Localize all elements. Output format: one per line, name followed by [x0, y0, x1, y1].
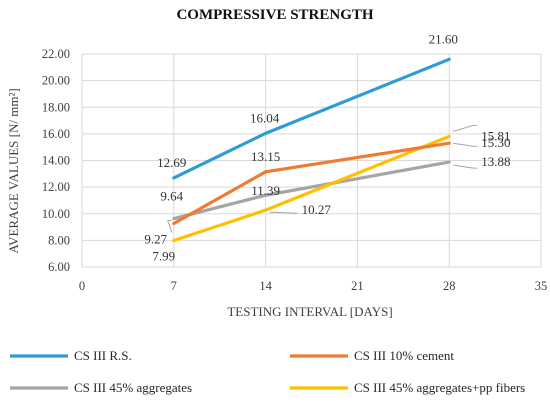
y-tick-label: 16.00	[42, 127, 70, 141]
y-tick-label: 6.00	[48, 260, 70, 274]
label-leader-line	[453, 124, 478, 132]
label-leader-line	[167, 220, 173, 233]
legend-label: CS III 45% aggregates	[74, 380, 192, 395]
data-label: 15.30	[481, 135, 510, 150]
series-line-1	[172, 141, 451, 226]
legend-label: CS III R.S.	[74, 348, 132, 363]
legend-label: CS III 45% aggregates+pp fibers	[354, 380, 525, 395]
legend-label: CS III 10% cement	[354, 348, 454, 363]
y-axis-title: AVERAGE VALUES [N/ mm²]	[6, 88, 21, 253]
x-axis-title: TESTING INTERVAL [DAYS]	[227, 304, 392, 319]
data-label: 13.15	[251, 149, 280, 164]
data-label: 16.04	[250, 110, 280, 125]
x-tick-label: 35	[535, 279, 548, 293]
y-tick-label: 14.00	[42, 154, 70, 168]
label-leader-line	[269, 211, 298, 214]
label-leader-line	[453, 142, 478, 147]
data-label: 9.64	[160, 189, 183, 204]
chart-title: COMPRESSIVE STRENGTH	[176, 7, 373, 23]
x-tick-label: 0	[79, 279, 85, 293]
y-tick-label: 22.00	[42, 47, 70, 61]
data-label: 15.81	[481, 128, 510, 143]
x-tick-label: 14	[259, 279, 272, 293]
data-label: 21.60	[429, 31, 458, 46]
label-leader-lines	[167, 124, 478, 233]
y-tick-label: 18.00	[42, 100, 70, 114]
data-label: 9.27	[144, 231, 167, 246]
data-labels: 12.69 16.04 21.60 9.27 13.15 15.30 9.64 11.39 13…	[144, 31, 510, 263]
series-line-0	[172, 57, 451, 180]
series-line-3	[172, 134, 451, 243]
data-label: 13.88	[481, 154, 510, 169]
data-label: 7.99	[152, 249, 175, 264]
y-tick-label: 12.00	[42, 180, 70, 194]
y-tick-label: 8.00	[48, 233, 70, 247]
series-line-2	[172, 160, 451, 221]
y-tick-label: 20.00	[42, 74, 70, 88]
data-label: 11.39	[251, 183, 280, 198]
x-tick-label: 21	[351, 279, 364, 293]
data-label: 10.27	[302, 202, 332, 217]
data-label: 12.69	[157, 155, 186, 170]
legend: CS III R.S. CS III 10% cement CS III 45% a…	[10, 348, 525, 395]
label-leader-line	[453, 164, 478, 169]
axis-ticks: 6.00 8.00 10.00 12.00 14.00 16.00 18.00 20.00 22…	[42, 47, 547, 293]
y-tick-label: 10.00	[42, 207, 70, 221]
x-tick-label: 7	[171, 279, 177, 293]
x-tick-label: 28	[443, 279, 456, 293]
series-lines	[172, 57, 451, 243]
